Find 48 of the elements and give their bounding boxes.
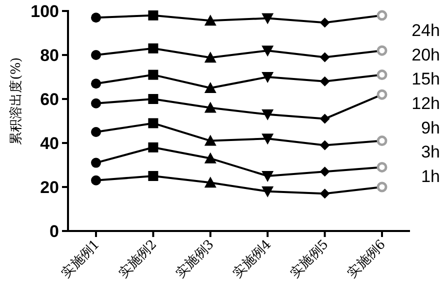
legend-label: 12h	[412, 94, 440, 113]
point	[148, 118, 158, 128]
xtick-label: 实施例1	[58, 237, 103, 282]
ytick-label: 20	[40, 178, 59, 197]
xtick-label: 实施例6	[344, 237, 389, 282]
point	[148, 70, 158, 80]
point	[91, 50, 101, 60]
point	[148, 142, 158, 152]
point	[320, 18, 330, 28]
ytick-label: 60	[40, 90, 59, 109]
point	[376, 162, 388, 172]
point	[376, 89, 388, 100]
point	[320, 140, 330, 150]
legend-label: 1h	[421, 167, 440, 186]
legend-label: 15h	[412, 70, 440, 89]
legend-label: 20h	[412, 45, 440, 64]
point	[148, 43, 158, 54]
point	[320, 114, 330, 124]
point	[320, 76, 330, 86]
ytick-label: 40	[40, 134, 59, 153]
point	[320, 166, 330, 177]
point	[148, 94, 158, 104]
legend-label: 3h	[421, 142, 440, 162]
point	[320, 52, 330, 62]
ytick-label: 0	[50, 222, 59, 241]
ytick-label: 80	[40, 46, 59, 65]
point	[91, 175, 101, 186]
legend-label: 24h	[412, 21, 440, 40]
point	[91, 127, 101, 137]
point	[376, 70, 388, 80]
point	[148, 10, 158, 20]
xtick-label: 实施例2	[116, 237, 160, 282]
xtick-label: 实施例5	[288, 237, 332, 282]
ytick-label: 100	[30, 2, 59, 21]
ylabel: 累积溶出度(%)	[9, 57, 24, 145]
legend-label: 9h	[421, 118, 440, 138]
point	[91, 98, 101, 108]
xtick-label: 实施例3	[173, 237, 218, 282]
point	[320, 188, 330, 199]
point	[376, 10, 388, 21]
point	[376, 45, 388, 56]
point	[91, 78, 101, 89]
point	[148, 171, 158, 181]
point	[376, 182, 388, 192]
xtick-label: 实施例4	[230, 237, 274, 282]
point	[91, 158, 101, 168]
point	[91, 12, 101, 23]
point	[376, 136, 388, 146]
